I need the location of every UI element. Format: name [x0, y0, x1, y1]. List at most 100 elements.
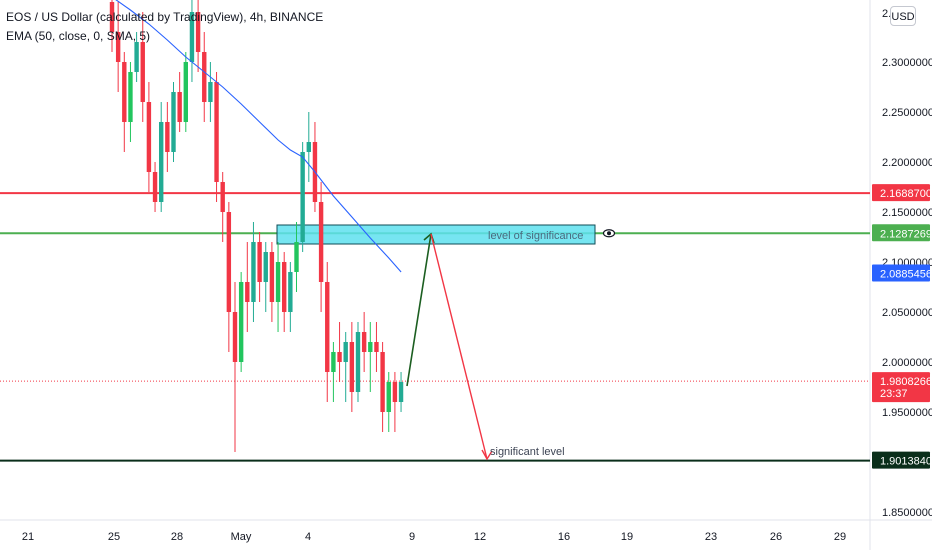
- candle-body: [318, 202, 324, 282]
- candle-body: [238, 282, 244, 362]
- candle-body: [159, 122, 164, 202]
- candle-body: [380, 352, 385, 412]
- candle-body: [306, 142, 311, 152]
- candle-body: [343, 342, 348, 362]
- candle-body: [220, 182, 225, 212]
- significance-zone[interactable]: [276, 224, 596, 245]
- candle-body: [189, 12, 195, 62]
- ema-layer: [115, 0, 402, 273]
- candle-body: [392, 382, 398, 402]
- candle-body: [195, 12, 201, 52]
- ema-line: [115, 0, 402, 273]
- candle-body: [386, 382, 391, 412]
- price-badge[interactable]: [872, 224, 930, 242]
- price-tick-label: 1.9500000: [882, 407, 932, 419]
- price-tick-label: 2.3000000: [882, 57, 932, 69]
- price-badge-value: 1.9013840: [880, 456, 932, 468]
- projection-arrows-layer[interactable]: significant level: [406, 232, 565, 461]
- candle-body: [374, 342, 379, 352]
- time-axis[interactable]: 21 25 28 May 4 9 12 16 19 23 26 29: [22, 531, 846, 543]
- price-tick-label: 2.0500000: [882, 307, 932, 319]
- time-tick-label: 12: [474, 531, 486, 543]
- candle-body: [398, 382, 404, 402]
- symbol-title[interactable]: EOS / US Dollar (calculated by TradingVi…: [6, 10, 324, 24]
- candle-body: [300, 152, 305, 242]
- price-badge-value: 2.0885456: [880, 268, 932, 280]
- time-tick-label: 4: [305, 531, 311, 543]
- price-badge[interactable]: [872, 372, 930, 403]
- candle-body: [128, 72, 133, 122]
- candle-body: [245, 282, 250, 302]
- candle-body: [115, 32, 121, 62]
- candle-body: [140, 42, 145, 102]
- candle-body: [269, 252, 275, 302]
- candle-body: [122, 62, 127, 122]
- candle-body: [177, 92, 182, 122]
- candle-body: [337, 352, 342, 362]
- time-tick-label: 29: [834, 531, 846, 543]
- up-arrow-line[interactable]: [406, 233, 432, 387]
- candle-body: [146, 102, 152, 172]
- candles-layer: [109, 0, 404, 452]
- candle-body: [263, 252, 268, 282]
- ema-indicator-label[interactable]: EMA (50, close, 0, SMA, 5): [6, 29, 151, 43]
- candle-body: [171, 92, 176, 152]
- chart-legend: EOS / US Dollar (calculated by TradingVi…: [6, 8, 323, 46]
- candle-body: [288, 272, 293, 312]
- price-badge[interactable]: [872, 451, 930, 469]
- candle-body: [355, 332, 361, 392]
- significance-zone-layer[interactable]: level of significance: [276, 224, 616, 245]
- significant-level-label: significant level: [490, 446, 565, 458]
- candle-body: [202, 52, 207, 102]
- price-tick-label: 2.2500000: [882, 107, 932, 119]
- time-tick-label: 28: [171, 531, 183, 543]
- time-tick-label: 16: [558, 531, 570, 543]
- candle-body: [134, 42, 139, 72]
- currency-button[interactable]: USD: [890, 6, 916, 26]
- candle-body: [226, 212, 232, 312]
- candle-body: [331, 352, 336, 372]
- time-tick-label: 23: [705, 531, 717, 543]
- price-axis[interactable]: 2.30000002.25000002.20000002.15000002.10…: [872, 8, 932, 519]
- price-tick-label: 1.8500000: [882, 507, 932, 519]
- time-tick-label: 9: [409, 531, 415, 543]
- down-arrow-line[interactable]: [430, 233, 488, 460]
- candle-body: [109, 1, 115, 32]
- price-badge-value: 2.1688700: [880, 188, 932, 200]
- time-tick-label: May: [231, 531, 252, 543]
- candle-body: [165, 122, 170, 152]
- candle-body: [282, 262, 287, 312]
- time-tick-label: 26: [770, 531, 782, 543]
- candle-body: [275, 262, 281, 302]
- candle-body: [361, 332, 367, 352]
- eye-icon[interactable]: [602, 229, 616, 238]
- price-tick-label: 2.2000000: [882, 157, 932, 169]
- candle-body: [251, 242, 256, 302]
- candle-body: [152, 172, 158, 202]
- candle-body: [368, 342, 373, 352]
- time-tick-label: 21: [22, 531, 34, 543]
- price-badge-value: 2.1287269: [880, 228, 932, 240]
- zone-label: level of significance: [488, 230, 583, 242]
- time-tick-label: 25: [108, 531, 120, 543]
- candle-body: [232, 312, 238, 362]
- candle-body: [208, 82, 213, 102]
- price-tick-label: 2.1500000: [882, 207, 932, 219]
- price-badge[interactable]: [872, 264, 930, 282]
- down-arrowhead: [481, 449, 493, 461]
- candle-body: [294, 242, 299, 272]
- bar-countdown: 23:37: [880, 388, 908, 400]
- eye-pupil: [607, 231, 611, 236]
- candle-body: [257, 242, 262, 282]
- candle-body: [349, 342, 355, 392]
- candle-body: [183, 62, 188, 122]
- candle-body: [214, 82, 219, 182]
- time-tick-label: 19: [621, 531, 633, 543]
- price-tick-label: 2.0000000: [882, 357, 932, 369]
- price-badge[interactable]: [872, 184, 930, 202]
- candle-body: [325, 282, 330, 372]
- price-badge-value: 1.9808266: [880, 376, 932, 388]
